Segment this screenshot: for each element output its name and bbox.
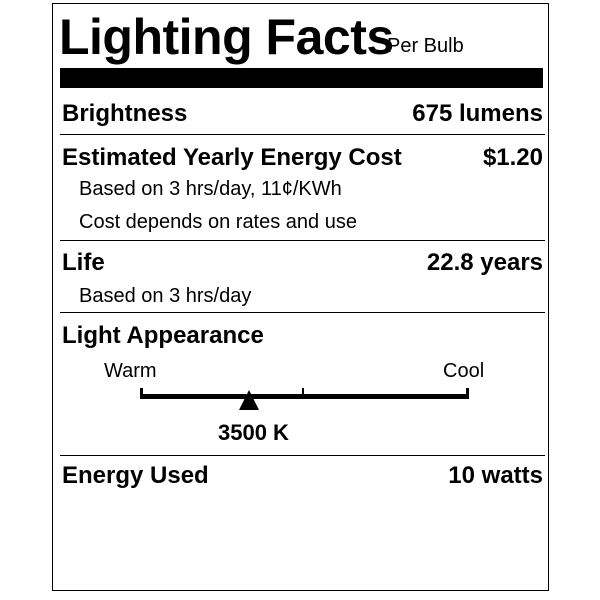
label-subtitle: Per Bulb bbox=[387, 35, 464, 57]
energy-cost-note-rate: Based on 3 hrs/day, 11¢/KWh bbox=[79, 178, 342, 200]
divider bbox=[60, 240, 545, 241]
energy-used-value: 10 watts bbox=[448, 462, 543, 489]
energy-used-label: Energy Used bbox=[62, 462, 209, 489]
divider bbox=[60, 134, 545, 135]
scale-bar bbox=[140, 394, 469, 399]
life-value: 22.8 years bbox=[426, 249, 543, 276]
life-label: Life bbox=[62, 249, 105, 276]
brightness-value: 675 lumens bbox=[412, 100, 543, 127]
scale-marker-triangle-icon bbox=[238, 390, 259, 410]
energy-cost-label: Estimated Yearly Energy Cost bbox=[62, 144, 402, 171]
scale-tick-mid bbox=[302, 388, 304, 396]
light-appearance-label: Light Appearance bbox=[62, 322, 264, 349]
scale-tick-cool bbox=[466, 388, 469, 399]
divider bbox=[60, 312, 545, 313]
header-bar bbox=[60, 68, 543, 88]
warm-label: Warm bbox=[104, 360, 157, 382]
label-title: Lighting Facts bbox=[59, 9, 394, 65]
brightness-label: Brightness bbox=[62, 100, 188, 127]
life-note: Based on 3 hrs/day bbox=[79, 285, 252, 307]
color-temperature-value: 3500 K bbox=[218, 420, 289, 445]
divider bbox=[60, 455, 545, 456]
energy-cost-value: $1.20 bbox=[482, 144, 543, 171]
energy-cost-note-rates: Cost depends on rates and use bbox=[79, 211, 357, 233]
lighting-facts-label bbox=[52, 3, 549, 591]
cool-label: Cool bbox=[443, 360, 485, 382]
scale-tick-warm bbox=[140, 388, 143, 399]
